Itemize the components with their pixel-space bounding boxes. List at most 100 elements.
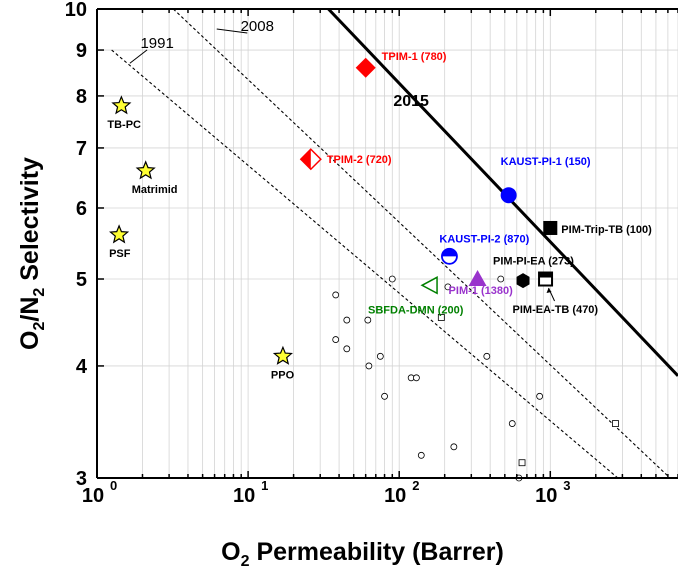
bound-pointer xyxy=(216,28,248,34)
x-title-sub: 2 xyxy=(241,553,250,570)
literature-point-circle xyxy=(536,392,544,400)
literature-point-circle xyxy=(332,336,340,343)
literature-point-square xyxy=(437,314,445,321)
point-pim-trip-tb: PIM-Trip-TB (100) xyxy=(543,220,652,236)
literature-point-circle xyxy=(413,374,420,382)
upper-bound-lines: 1991 2008 2015 xyxy=(111,9,678,478)
literature-point-circle xyxy=(376,352,384,360)
marker-diamond-half xyxy=(300,149,311,170)
y-tick-label: 4 xyxy=(76,356,88,378)
point-psf: PSF xyxy=(109,224,131,260)
point-label: PPO xyxy=(271,369,295,381)
y-tick-label: 7 xyxy=(76,138,87,160)
literature-point-circle xyxy=(343,316,351,324)
x-tick-exponent: 0 xyxy=(110,478,117,493)
x-title-rest: Permeability (Barrer) xyxy=(250,538,504,566)
x-tick-label: 10 xyxy=(384,485,406,507)
literature-point-circle xyxy=(381,392,388,400)
point-label: PIM-Trip-TB (100) xyxy=(561,224,652,236)
point-tpim-2: TPIM-2 (720) xyxy=(299,148,392,171)
point-label: TPIM-2 (720) xyxy=(327,154,392,166)
point-label: KAUST-PI-2 (870) xyxy=(439,233,529,245)
bound-pointer xyxy=(129,49,148,64)
literature-point-circle xyxy=(417,451,425,459)
axes xyxy=(96,8,678,479)
point-label: KAUST-PI-1 (150) xyxy=(501,156,591,168)
upper-bound-label-2015: 2015 xyxy=(393,93,429,110)
y-title-part: 2 xyxy=(31,322,48,331)
marker-star xyxy=(272,345,293,365)
y-title-part: /N xyxy=(16,297,44,322)
literature-point-square xyxy=(612,420,619,427)
point-ppo: PPO xyxy=(271,345,295,381)
point-label: TB-PC xyxy=(107,119,141,131)
point-tb-pc: TB-PC xyxy=(107,95,141,131)
x-tick-label: 10 xyxy=(535,485,557,507)
marker-star xyxy=(111,95,132,115)
y-title-part: 2 xyxy=(31,288,48,297)
marker-diamond xyxy=(355,57,376,78)
x-axis-title: O2 Permeability (Barrer) xyxy=(221,538,504,570)
marker-hexagon xyxy=(516,273,530,289)
point-kaust-pi-1: KAUST-PI-1 (150) xyxy=(500,156,591,204)
literature-point-circle xyxy=(483,352,491,360)
upper-bound-label-1991: 1991 xyxy=(140,35,173,52)
point-label: PIM-EA-TB (470) xyxy=(513,304,599,316)
literature-point-circle xyxy=(444,283,452,291)
literature-point-circle xyxy=(343,345,351,353)
point-kaust-pi-2: KAUST-PI-2 (870) xyxy=(439,233,530,265)
x-tick-label: 10 xyxy=(233,485,255,507)
grid-layer xyxy=(96,8,678,479)
point-label: SBFDA-DMN (200) xyxy=(368,304,464,316)
literature-point-square xyxy=(518,459,526,467)
literature-point-circle xyxy=(332,291,340,299)
y-tick-label: 8 xyxy=(76,86,87,108)
point-pim-ea-tb: PIM-EA-TB (470) xyxy=(513,271,599,316)
y-tick-label: 3 xyxy=(76,468,87,490)
x-tick-exponent: 1 xyxy=(261,478,268,493)
marker-star xyxy=(135,160,156,180)
upper-bound-2008 xyxy=(172,9,671,478)
upper-bound-1991 xyxy=(111,49,619,478)
point-pim-1: PIM-1 (1380) xyxy=(449,270,514,297)
literature-point-circle xyxy=(497,275,505,283)
marker-triangle-left xyxy=(420,276,438,295)
upper-bound-label-2008: 2008 xyxy=(241,18,274,35)
literature-point-circle xyxy=(364,316,372,324)
y-axis-title: O2/N2 Selectivity xyxy=(16,157,48,350)
point-label: Matrimid xyxy=(132,184,178,196)
x-title-main: O xyxy=(221,538,240,566)
point-label: PSF xyxy=(109,248,131,260)
y-tick-label: 9 xyxy=(76,40,87,62)
point-sbfda-dmn: SBFDA-DMN (200) xyxy=(368,276,464,316)
y-title-part: O xyxy=(16,331,44,350)
x-tick-label: 10 xyxy=(82,485,104,507)
y-tick-label: 10 xyxy=(65,0,87,21)
y-tick-label: 5 xyxy=(76,269,87,291)
marker-star xyxy=(109,224,130,244)
point-matrimid: Matrimid xyxy=(132,160,178,196)
marker-square xyxy=(543,220,558,235)
point-label: PIM-PI-EA (273) xyxy=(493,256,574,268)
literature-point-circle xyxy=(450,443,458,451)
x-tick-exponent: 3 xyxy=(563,478,570,493)
literature-point-circle xyxy=(365,362,373,370)
point-pim-pi-ea: PIM-PI-EA (273) xyxy=(493,256,574,289)
point-tpim-1: TPIM-1 (780) xyxy=(355,51,447,78)
literature-point-circle xyxy=(388,275,396,283)
marker-square-half xyxy=(539,272,553,278)
x-tick-exponent: 2 xyxy=(412,478,419,493)
data-points: TPIM-1 (780) TPIM-2 (720) KAUST-PI-1 (150)… xyxy=(107,51,652,482)
pim-ea-tb-arrowhead xyxy=(546,288,552,294)
marker-circle xyxy=(500,187,517,204)
point-label: PIM-1 (1380) xyxy=(449,285,514,297)
marker-circle-half xyxy=(441,248,457,257)
literature-point-circle xyxy=(508,420,516,427)
y-tick-label: 6 xyxy=(76,198,87,220)
marker-triangle xyxy=(468,270,487,287)
y-title-part: Selectivity xyxy=(16,157,44,288)
point-label: TPIM-1 (780) xyxy=(382,51,447,63)
